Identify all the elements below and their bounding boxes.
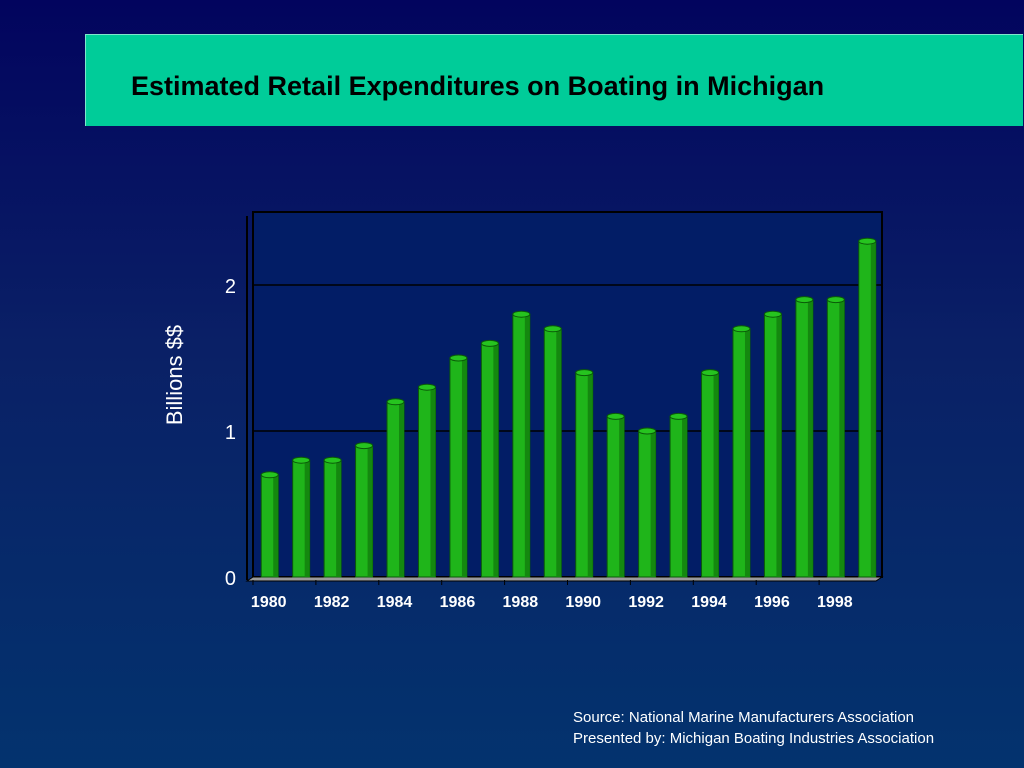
bar-shade <box>619 416 625 577</box>
bar-top <box>512 310 531 318</box>
bar-shade <box>336 460 342 577</box>
bar-shade <box>587 372 593 577</box>
title-banner: Estimated Retail Expenditures on Boating… <box>85 34 1023 126</box>
bar-top <box>858 237 877 245</box>
y-tick-label: 2 <box>225 276 236 298</box>
bar-top <box>260 471 279 479</box>
bar-shade <box>839 299 845 577</box>
y-tick-label: 0 <box>225 568 236 590</box>
bar-shade <box>430 387 436 577</box>
bar-top <box>763 310 782 318</box>
bar-shade <box>713 372 719 577</box>
bar-top <box>826 296 845 304</box>
bar-shade <box>682 416 688 577</box>
bar-top <box>543 325 562 333</box>
x-tick-label: 1988 <box>503 594 539 611</box>
bar-shade <box>399 401 405 577</box>
bar-top <box>449 354 468 362</box>
x-tick-label: 1984 <box>377 594 413 611</box>
x-tick-label: 1996 <box>754 594 790 611</box>
bar-shade <box>461 358 467 577</box>
x-tick-label: 1980 <box>251 594 287 611</box>
bar-top <box>669 412 688 420</box>
x-tick-label: 1982 <box>314 594 350 611</box>
bar-shade <box>367 445 373 577</box>
bar-shade <box>744 328 750 577</box>
x-tick-label: 1998 <box>817 594 853 611</box>
slide-title: Estimated Retail Expenditures on Boating… <box>131 71 825 101</box>
bar-shade <box>524 314 530 577</box>
x-tick-label: 1994 <box>691 594 727 611</box>
x-tick-label: 1986 <box>440 594 476 611</box>
bar-top <box>638 427 657 435</box>
bar-shade <box>304 460 310 577</box>
bar-top <box>701 369 720 377</box>
bar-shade <box>556 328 562 577</box>
x-tick-label: 1992 <box>628 594 664 611</box>
bar-shade <box>807 299 813 577</box>
y-tick-label: 1 <box>225 422 236 444</box>
bar-shade <box>870 241 876 577</box>
bar-shade <box>650 431 656 577</box>
bar-shade <box>493 343 499 577</box>
source-line: Source: National Marine Manufacturers As… <box>573 709 915 726</box>
bar-top <box>386 398 405 406</box>
bar-shade <box>776 314 782 577</box>
chart-floor <box>245 576 884 582</box>
bar-top <box>323 456 342 464</box>
presented-by-line: Presented by: Michigan Boating Industrie… <box>573 730 935 747</box>
plot-area <box>252 211 883 578</box>
bar-top <box>480 339 499 347</box>
x-tick-label: 1990 <box>565 594 601 611</box>
bar-top <box>417 383 436 391</box>
bar-top <box>606 412 625 420</box>
bar-top <box>292 456 311 464</box>
bar-top <box>355 442 374 450</box>
bar-top <box>575 369 594 377</box>
bar-top <box>732 325 751 333</box>
bar-shade <box>273 474 279 577</box>
bar-top <box>795 296 814 304</box>
source-note: Source: National Marine Manufacturers As… <box>573 707 934 749</box>
